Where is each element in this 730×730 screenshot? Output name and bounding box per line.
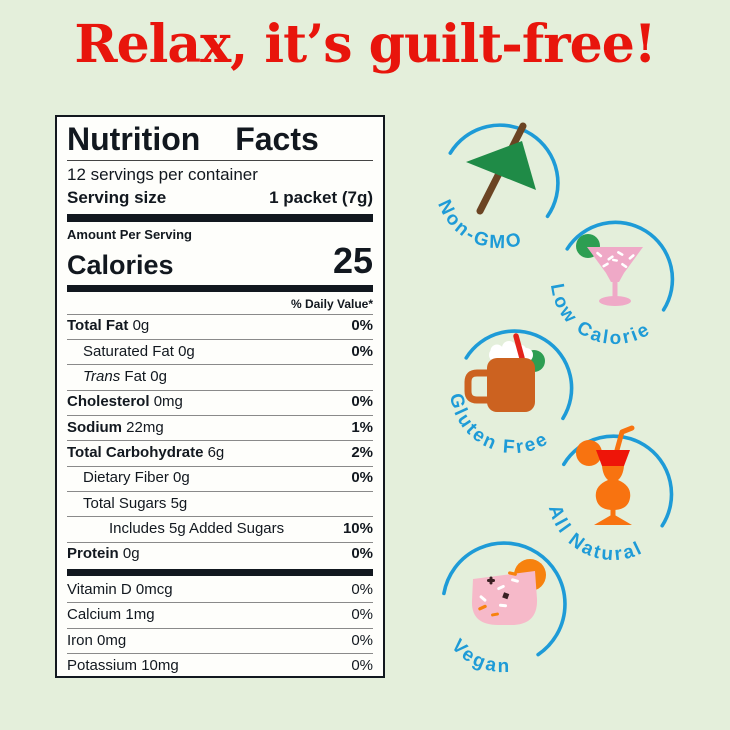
- nutrient-row-total-fat: Total Fat 0g 0%: [67, 315, 373, 340]
- vitamin-row-calcium: Calcium 1mg 0%: [67, 603, 373, 629]
- hurricane-cocktail-icon: [576, 425, 635, 525]
- mule-mug-icon: [464, 333, 545, 412]
- divider-bar: [67, 284, 373, 292]
- nutrition-facts-panel: Nutrition Facts 12 servings per containe…: [55, 115, 385, 678]
- nutrient-row-total-sugars: Total Sugars 5g: [67, 492, 373, 518]
- vitamin-row-vitamin-d: Vitamin D 0mcg 0%: [67, 578, 373, 604]
- badge-circle: [565, 220, 675, 312]
- badge-gluten-free: Gluten Free: [419, 294, 609, 484]
- rocks-glass-icon: [471, 559, 546, 625]
- nutrient-row-dietary-fiber: Dietary Fiber 0g 0%: [67, 467, 373, 492]
- margarita-glass-icon: [576, 234, 643, 306]
- badge-vegan: Vegan: [409, 509, 599, 699]
- badge-label: Vegan: [447, 635, 512, 677]
- nutrient-row-trans-fat: Trans Fat 0g: [67, 365, 373, 391]
- badge-circle: [442, 541, 567, 657]
- nutrient-row-total-carbohydrate: Total Carbohydrate 6g 2%: [67, 441, 373, 467]
- cocktail-umbrella-icon: [466, 122, 536, 215]
- divider-bar: [67, 569, 373, 577]
- badge-non-gmo: Non-GMO: [405, 88, 595, 278]
- nutrition-facts-title: Nutrition Facts: [67, 122, 373, 161]
- vitamin-row-iron: Iron 0mg 0%: [67, 629, 373, 655]
- calories-row: Calories 25: [67, 242, 373, 283]
- calories-label: Calories: [67, 249, 174, 280]
- headline: Relax, it’s guilt-free!: [74, 14, 656, 75]
- serving-size-value: 1 packet (7g): [269, 187, 373, 207]
- badge-low-calorie: Low Calorie: [520, 185, 710, 375]
- nutrient-row-sodium: Sodium 22mg 1%: [67, 416, 373, 442]
- serving-size-row: Serving size 1 packet (7g): [67, 186, 373, 212]
- badge-circle: [464, 329, 574, 421]
- daily-value-header: % Daily Value*: [67, 294, 373, 315]
- nutrient-row-protein: Protein 0g 0%: [67, 545, 373, 563]
- serving-size-label: Serving size: [67, 187, 167, 207]
- calories-value: 25: [332, 239, 373, 281]
- servings-per-container: 12 servings per container: [67, 164, 258, 184]
- nutrient-row-cholesterol: Cholesterol 0mg 0%: [67, 391, 373, 416]
- nutrient-row-saturated-fat: Saturated Fat 0g 0%: [67, 340, 373, 366]
- badge-circle: [448, 123, 560, 219]
- divider-bar: [67, 213, 373, 222]
- vitamin-row-potassium: Potassium 10mg 0%: [67, 656, 373, 674]
- amount-per-serving: Amount Per Serving: [67, 226, 192, 242]
- nutrient-row-added-sugars: Includes 5g Added Sugars 10%: [67, 517, 373, 543]
- badge-all-natural: All Natural: [518, 400, 708, 590]
